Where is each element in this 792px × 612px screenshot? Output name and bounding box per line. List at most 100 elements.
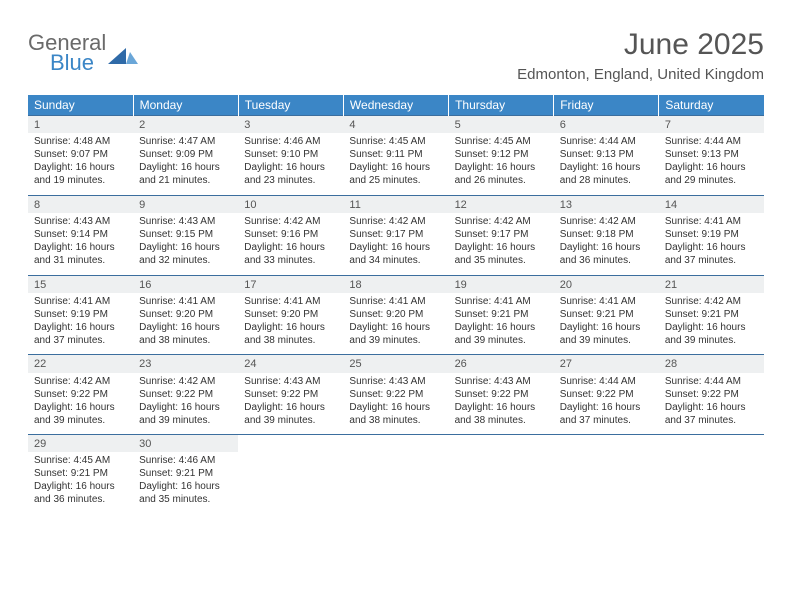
daylight-text: and 23 minutes.: [244, 174, 337, 187]
day-number: 23: [139, 358, 151, 370]
day-detail-row: Sunrise: 4:42 AMSunset: 9:22 PMDaylight:…: [28, 373, 764, 435]
title-block: June 2025 Edmonton, England, United King…: [517, 28, 764, 83]
sunset-text: Sunset: 9:13 PM: [665, 148, 758, 161]
logo-mark-icon: [108, 42, 138, 64]
day-number-cell: 23: [133, 355, 238, 373]
day-detail-cell: Sunrise: 4:42 AMSunset: 9:21 PMDaylight:…: [659, 293, 764, 355]
day-number: 1: [34, 119, 40, 131]
day-detail-cell: [659, 452, 764, 514]
daylight-text: and 28 minutes.: [560, 174, 653, 187]
sunset-text: Sunset: 9:21 PM: [665, 308, 758, 321]
day-detail-cell: Sunrise: 4:42 AMSunset: 9:18 PMDaylight:…: [554, 213, 659, 275]
day-number-cell: 14: [659, 195, 764, 213]
day-number-cell: 5: [449, 116, 554, 134]
day-detail-cell: Sunrise: 4:45 AMSunset: 9:11 PMDaylight:…: [343, 133, 448, 195]
day-detail-cell: Sunrise: 4:43 AMSunset: 9:22 PMDaylight:…: [449, 373, 554, 435]
sunrise-text: Sunrise: 4:44 AM: [665, 375, 758, 388]
day-number-cell: 27: [554, 355, 659, 373]
sunrise-text: Sunrise: 4:42 AM: [139, 375, 232, 388]
sunset-text: Sunset: 9:17 PM: [349, 228, 442, 241]
sunrise-text: Sunrise: 4:42 AM: [349, 215, 442, 228]
day-number-cell: 29: [28, 435, 133, 453]
weekday-header-row: Sunday Monday Tuesday Wednesday Thursday…: [28, 95, 764, 116]
sunset-text: Sunset: 9:16 PM: [244, 228, 337, 241]
day-number-cell: 7: [659, 116, 764, 134]
daylight-text: Daylight: 16 hours: [349, 241, 442, 254]
sunset-text: Sunset: 9:18 PM: [560, 228, 653, 241]
day-number: 11: [349, 199, 360, 211]
day-number-cell: 8: [28, 195, 133, 213]
daylight-text: and 33 minutes.: [244, 254, 337, 267]
sunset-text: Sunset: 9:21 PM: [139, 467, 232, 480]
day-detail-cell: Sunrise: 4:41 AMSunset: 9:19 PMDaylight:…: [659, 213, 764, 275]
day-number-cell: [238, 435, 343, 453]
sunset-text: Sunset: 9:21 PM: [560, 308, 653, 321]
sunrise-text: Sunrise: 4:41 AM: [139, 295, 232, 308]
day-detail-cell: Sunrise: 4:48 AMSunset: 9:07 PMDaylight:…: [28, 133, 133, 195]
daylight-text: Daylight: 16 hours: [560, 401, 653, 414]
day-detail-cell: Sunrise: 4:41 AMSunset: 9:19 PMDaylight:…: [28, 293, 133, 355]
day-detail-cell: Sunrise: 4:42 AMSunset: 9:22 PMDaylight:…: [28, 373, 133, 435]
day-detail-cell: Sunrise: 4:44 AMSunset: 9:22 PMDaylight:…: [659, 373, 764, 435]
daylight-text: Daylight: 16 hours: [139, 321, 232, 334]
day-number-cell: 10: [238, 195, 343, 213]
sunset-text: Sunset: 9:14 PM: [34, 228, 127, 241]
weekday-header: Monday: [133, 95, 238, 116]
daylight-text: Daylight: 16 hours: [34, 401, 127, 414]
sunrise-text: Sunrise: 4:43 AM: [244, 375, 337, 388]
daylight-text: Daylight: 16 hours: [349, 401, 442, 414]
sunrise-text: Sunrise: 4:45 AM: [455, 135, 548, 148]
day-detail-cell: Sunrise: 4:45 AMSunset: 9:21 PMDaylight:…: [28, 452, 133, 514]
day-number: 2: [139, 119, 145, 131]
daylight-text: and 34 minutes.: [349, 254, 442, 267]
sunrise-text: Sunrise: 4:42 AM: [455, 215, 548, 228]
day-number-cell: 15: [28, 275, 133, 293]
day-number-row: 2930: [28, 435, 764, 453]
day-detail-cell: Sunrise: 4:43 AMSunset: 9:15 PMDaylight:…: [133, 213, 238, 275]
daylight-text: and 26 minutes.: [455, 174, 548, 187]
day-number-cell: 16: [133, 275, 238, 293]
day-detail-cell: Sunrise: 4:43 AMSunset: 9:22 PMDaylight:…: [238, 373, 343, 435]
sunset-text: Sunset: 9:21 PM: [34, 467, 127, 480]
day-number-row: 22232425262728: [28, 355, 764, 373]
daylight-text: Daylight: 16 hours: [244, 241, 337, 254]
sunrise-text: Sunrise: 4:46 AM: [244, 135, 337, 148]
daylight-text: Daylight: 16 hours: [455, 321, 548, 334]
month-title: June 2025: [517, 28, 764, 62]
sunrise-text: Sunrise: 4:41 AM: [34, 295, 127, 308]
daylight-text: Daylight: 16 hours: [139, 401, 232, 414]
sunset-text: Sunset: 9:10 PM: [244, 148, 337, 161]
sunrise-text: Sunrise: 4:42 AM: [34, 375, 127, 388]
daylight-text: and 39 minutes.: [244, 414, 337, 427]
sunrise-text: Sunrise: 4:45 AM: [349, 135, 442, 148]
daylight-text: and 25 minutes.: [349, 174, 442, 187]
day-number: 25: [349, 358, 361, 370]
daylight-text: Daylight: 16 hours: [455, 241, 548, 254]
weekday-header: Wednesday: [343, 95, 448, 116]
day-number: 17: [244, 279, 256, 291]
daylight-text: Daylight: 16 hours: [665, 241, 758, 254]
day-number-cell: [343, 435, 448, 453]
day-number-cell: [554, 435, 659, 453]
day-number: 27: [560, 358, 572, 370]
day-number-cell: 17: [238, 275, 343, 293]
sunset-text: Sunset: 9:22 PM: [560, 388, 653, 401]
day-number: 19: [455, 279, 467, 291]
daylight-text: and 35 minutes.: [139, 493, 232, 506]
day-detail-cell: [238, 452, 343, 514]
sunset-text: Sunset: 9:13 PM: [560, 148, 653, 161]
sunrise-text: Sunrise: 4:46 AM: [139, 454, 232, 467]
daylight-text: Daylight: 16 hours: [34, 480, 127, 493]
weekday-header: Tuesday: [238, 95, 343, 116]
daylight-text: and 39 minutes.: [349, 334, 442, 347]
daylight-text: Daylight: 16 hours: [34, 321, 127, 334]
sunrise-text: Sunrise: 4:44 AM: [560, 135, 653, 148]
day-detail-cell: Sunrise: 4:44 AMSunset: 9:13 PMDaylight:…: [554, 133, 659, 195]
day-detail-cell: [343, 452, 448, 514]
day-number-cell: 30: [133, 435, 238, 453]
daylight-text: Daylight: 16 hours: [139, 241, 232, 254]
sunrise-text: Sunrise: 4:42 AM: [244, 215, 337, 228]
daylight-text: and 37 minutes.: [665, 254, 758, 267]
day-number: 28: [665, 358, 677, 370]
daylight-text: and 36 minutes.: [34, 493, 127, 506]
